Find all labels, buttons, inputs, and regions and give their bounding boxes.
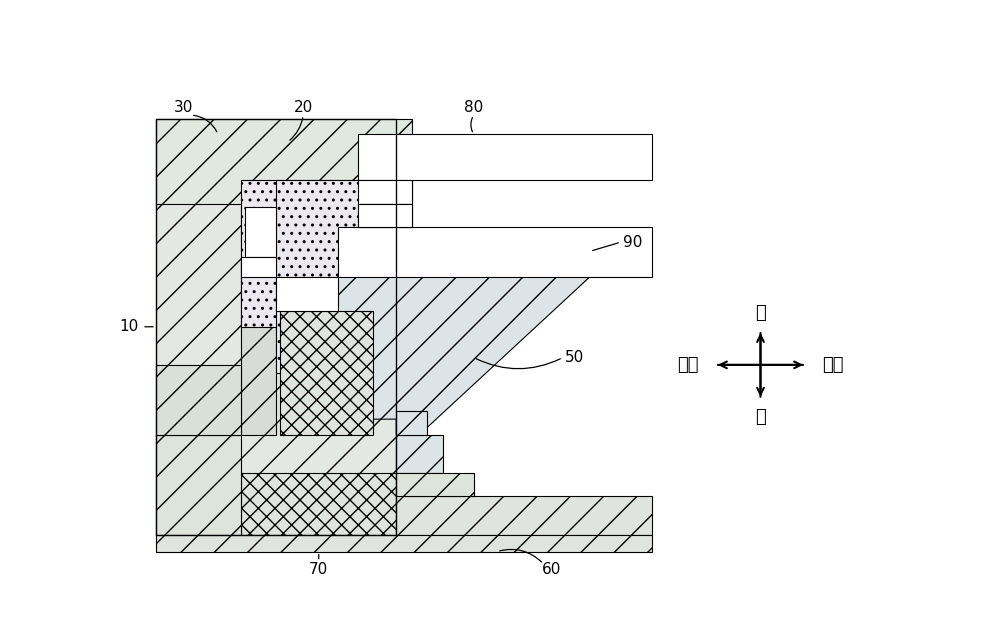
- Text: 20: 20: [294, 100, 313, 115]
- Text: 60: 60: [542, 562, 561, 577]
- Text: 后: 后: [755, 408, 766, 426]
- Text: 前: 前: [755, 304, 766, 322]
- Bar: [276, 180, 373, 373]
- Polygon shape: [338, 277, 590, 435]
- Bar: [156, 119, 396, 535]
- Text: 80: 80: [464, 100, 483, 115]
- Bar: [358, 180, 412, 204]
- Text: 70: 70: [309, 562, 328, 577]
- Bar: [241, 473, 396, 535]
- Text: 30: 30: [173, 100, 193, 115]
- Text: 10: 10: [119, 319, 138, 334]
- Bar: [241, 204, 276, 435]
- Bar: [358, 134, 652, 180]
- Text: 50: 50: [565, 350, 584, 365]
- Bar: [241, 180, 373, 327]
- Bar: [396, 412, 427, 435]
- Bar: [156, 435, 241, 535]
- Bar: [358, 204, 412, 227]
- Bar: [276, 277, 338, 311]
- Bar: [396, 496, 652, 535]
- Text: 90: 90: [623, 234, 642, 250]
- Text: 外侧: 外侧: [677, 356, 699, 374]
- Bar: [156, 535, 652, 552]
- Bar: [241, 258, 276, 277]
- Bar: [396, 473, 474, 496]
- Bar: [156, 119, 412, 204]
- Bar: [156, 365, 241, 435]
- Bar: [396, 435, 443, 473]
- Bar: [245, 207, 276, 258]
- Bar: [156, 119, 396, 535]
- Bar: [280, 311, 373, 435]
- Text: 内侧: 内侧: [822, 356, 844, 374]
- Bar: [358, 204, 412, 227]
- Bar: [338, 227, 652, 277]
